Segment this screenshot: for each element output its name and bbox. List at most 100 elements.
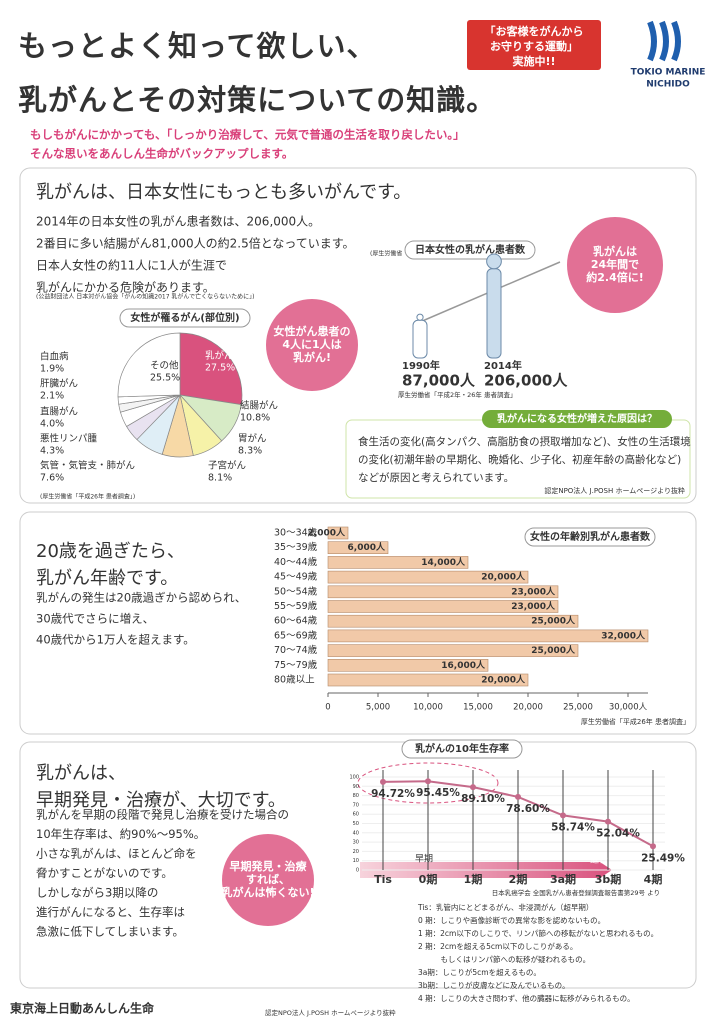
note: (厚生労働省「平成26年 患者調査」): [40, 493, 135, 501]
body-text: 2番目に多い結腸がん81,000人の約2.5倍となっています。: [36, 236, 355, 251]
x-tick-label: 3a期: [550, 872, 576, 886]
pie-label: 直腸がん: [40, 406, 78, 418]
bar: [327, 541, 389, 555]
callout-text: 24年間で: [591, 257, 639, 271]
logo-text: NICHIDO: [646, 80, 690, 90]
lead: もしもがんにかかっても、「しっかり治療して、元気で普通の生活を取り戻したい。」: [30, 128, 465, 142]
definition: 4 期：しこりの大きさ問わず、他の臓器に転移がみられるもの。: [418, 993, 635, 1003]
chart-title: 日本女性の乳がん患者数: [415, 243, 526, 256]
body-text: 進行がんになると、生存率は: [36, 905, 185, 919]
section-box: [19, 511, 697, 735]
body-text: 30歳代でさらに増え、: [36, 612, 154, 626]
y-tick-label: 45～49歳: [274, 571, 318, 583]
pie-value: 27.5%: [205, 363, 235, 374]
bar: [327, 600, 559, 613]
figure-head: [486, 253, 502, 270]
x-tick-label: Tis: [374, 873, 392, 886]
y-tick-label: 80歳以上: [274, 674, 315, 686]
chart-title: 乳がんの10年生存率: [415, 742, 509, 755]
pie-value: 4.0%: [40, 419, 64, 430]
definition: 2 期：2cmを超える5cm以下のしこりがある。: [418, 941, 577, 951]
logo-text: TOKIO MARINE: [631, 68, 706, 78]
figure-head: [416, 313, 424, 321]
reason-text: の変化(初潮年齢の早期化、晩婚化、少子化、初産年齢の高齢化など): [358, 453, 681, 466]
body-text: 乳がんの発生は20歳過ぎから認められ、: [36, 591, 246, 605]
note: 認定NPO法人 J.POSH ホームページより抜粋: [544, 486, 685, 495]
callout-text: すれば、: [246, 872, 290, 886]
y-tick-label: 90: [353, 784, 359, 790]
x-tick-label: 5,000: [366, 703, 390, 713]
title: 乳がんとその対策についての知識。: [18, 83, 496, 117]
figure-body: [412, 319, 428, 359]
callout: [266, 299, 358, 391]
y-tick-label: 35～39歳: [274, 541, 318, 553]
body-text: 日本人女性の約11人に1人が生涯で: [36, 258, 227, 273]
point: [650, 843, 656, 850]
value-label: 6,000人: [348, 541, 386, 553]
x-tick-label: 30,000人: [609, 703, 648, 713]
pie-value: 1.9%: [40, 364, 64, 375]
body-text: 2014年の日本女性の乳がん患者数は、206,000人。: [36, 214, 320, 229]
note: 認定NPO法人 J.POSH ホームページより抜粋: [265, 1008, 396, 1017]
body-text: 乳がんにかかる危険があります。: [36, 280, 215, 295]
reason-text: 食生活の変化(高タンパク、高脂肪食の摂取増加など)、女性の生活環境: [358, 435, 691, 448]
heading: 早期発見・治療が、大切です。: [36, 790, 286, 811]
body-text: 乳がんを早期の段階で発見し治療を受けた場合の: [36, 808, 289, 822]
count: 87,000人: [402, 372, 476, 390]
pill: [401, 739, 523, 759]
stage-label: 進行: [590, 854, 608, 866]
value-label: 20,000人: [481, 571, 526, 583]
badge-text: 実施中!!: [512, 54, 555, 68]
pie-slice: [179, 332, 243, 405]
callout-text: 乳がん!: [293, 350, 331, 364]
pie-value: 8.1%: [208, 473, 232, 484]
y-tick-label: 20: [353, 849, 359, 855]
badge-text: お守りする運動」: [490, 39, 578, 53]
reason-text: などが原因と考えられています。: [358, 471, 514, 484]
callout-text: 約2.4倍に!: [586, 270, 644, 284]
point: [605, 818, 611, 825]
note: 日本乳癌学会 全国乳がん患者登録調査報告書第29号 より: [492, 888, 660, 897]
point: [380, 778, 386, 785]
pie-value: 8.3%: [238, 446, 262, 457]
pie-value: 2.1%: [40, 391, 64, 402]
heading: 乳がんは、日本女性にもっとも多いがんです。: [36, 182, 411, 203]
body-text: 小さな乳がんは、ほとんど命を: [36, 847, 197, 861]
body-text: 10年生存率は、約90%～95%。: [36, 827, 205, 841]
callout-text: 4人に1人は: [282, 337, 341, 351]
pie-label: 結腸がん: [240, 400, 278, 412]
pie-value: 4.3%: [40, 446, 64, 457]
y-tick-label: 40: [353, 830, 359, 836]
y-tick-label: 40～44歳: [274, 556, 318, 568]
x-tick-label: 3b期: [595, 872, 622, 886]
y-tick-label: 50～54歳: [274, 585, 318, 597]
badge-text: 「お客様をがんから: [485, 24, 584, 38]
y-tick-label: 80: [353, 793, 359, 799]
y-tick-label: 30: [353, 840, 359, 846]
y-tick-label: 75～79歳: [274, 659, 318, 671]
y-tick-label: 50: [353, 821, 359, 827]
value-label: 25.49%: [641, 852, 685, 864]
value-label: 32,000人: [601, 629, 646, 641]
value-label: 25,000人: [531, 615, 576, 627]
value-label: 58.74%: [551, 821, 595, 833]
point: [515, 793, 521, 800]
value-label: 16,000人: [441, 659, 486, 671]
pie-value: 10.8%: [240, 413, 270, 424]
x-tick-label: 2期: [509, 872, 528, 886]
year: 2014年: [484, 359, 522, 372]
note: 厚生労働省「平成26年 患者調査」: [581, 717, 690, 726]
callout-text: 乳がんは怖くない!: [221, 885, 314, 899]
value-label: 95.45%: [416, 787, 460, 799]
value-label: 23,000人: [511, 600, 556, 612]
y-tick-label: 30～34歳: [274, 527, 318, 539]
x-tick-label: 10,000: [413, 703, 443, 713]
highlight: [357, 762, 499, 804]
value-label: 20,000人: [481, 674, 526, 686]
y-tick-label: 60: [353, 812, 359, 818]
value-label: 2,000人: [308, 527, 346, 539]
y-tick-label: 70: [353, 802, 359, 808]
y-tick-label: 60～64歳: [274, 615, 318, 627]
figure-body: [486, 268, 502, 359]
value-label: 89.10%: [461, 793, 505, 805]
